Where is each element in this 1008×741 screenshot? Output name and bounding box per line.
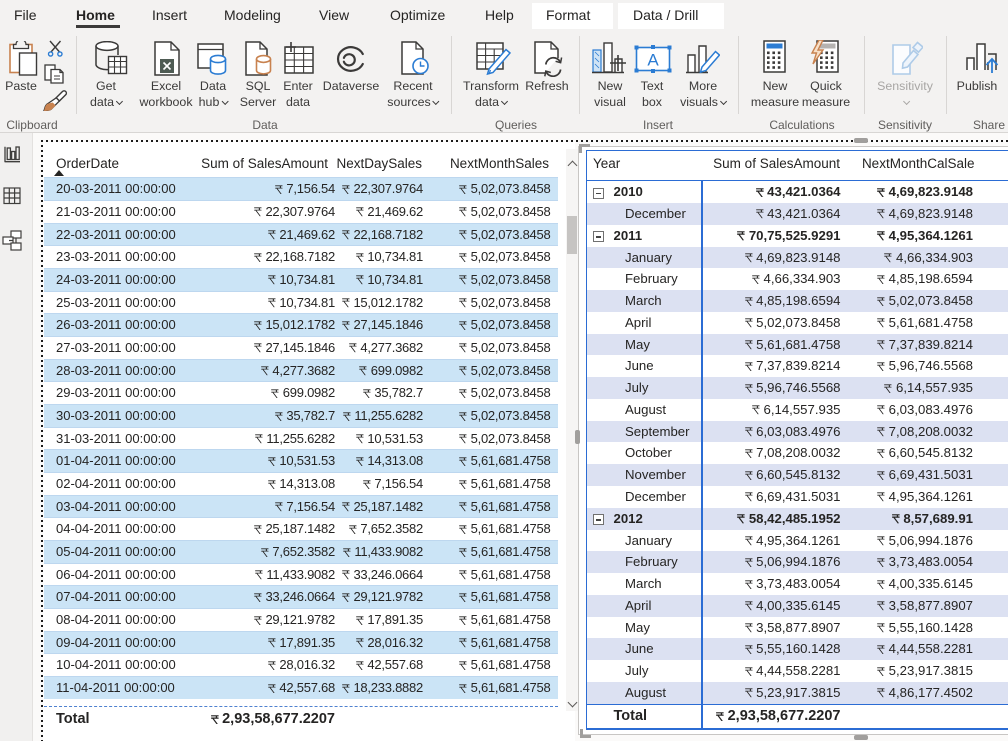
svg-text:A: A <box>647 51 659 70</box>
